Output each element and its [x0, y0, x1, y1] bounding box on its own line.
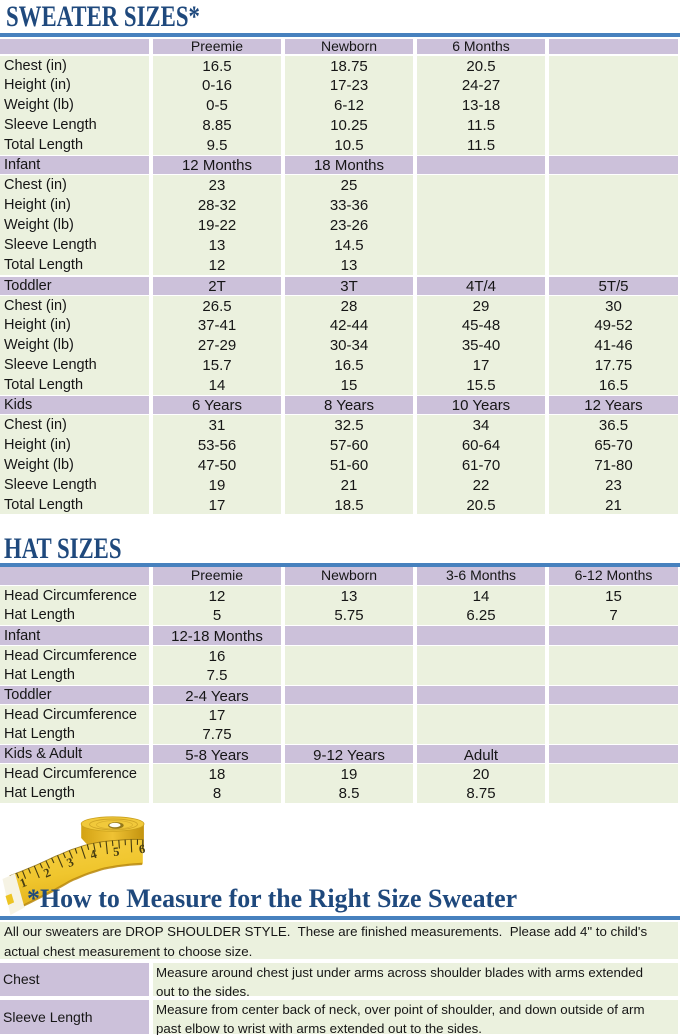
svg-text:2: 2	[41, 865, 52, 880]
svg-text:3: 3	[65, 855, 76, 870]
svg-text:1: 1	[18, 875, 29, 890]
svg-text:5: 5	[112, 844, 120, 859]
svg-text:4: 4	[88, 847, 99, 862]
svg-text:6: 6	[138, 842, 146, 857]
